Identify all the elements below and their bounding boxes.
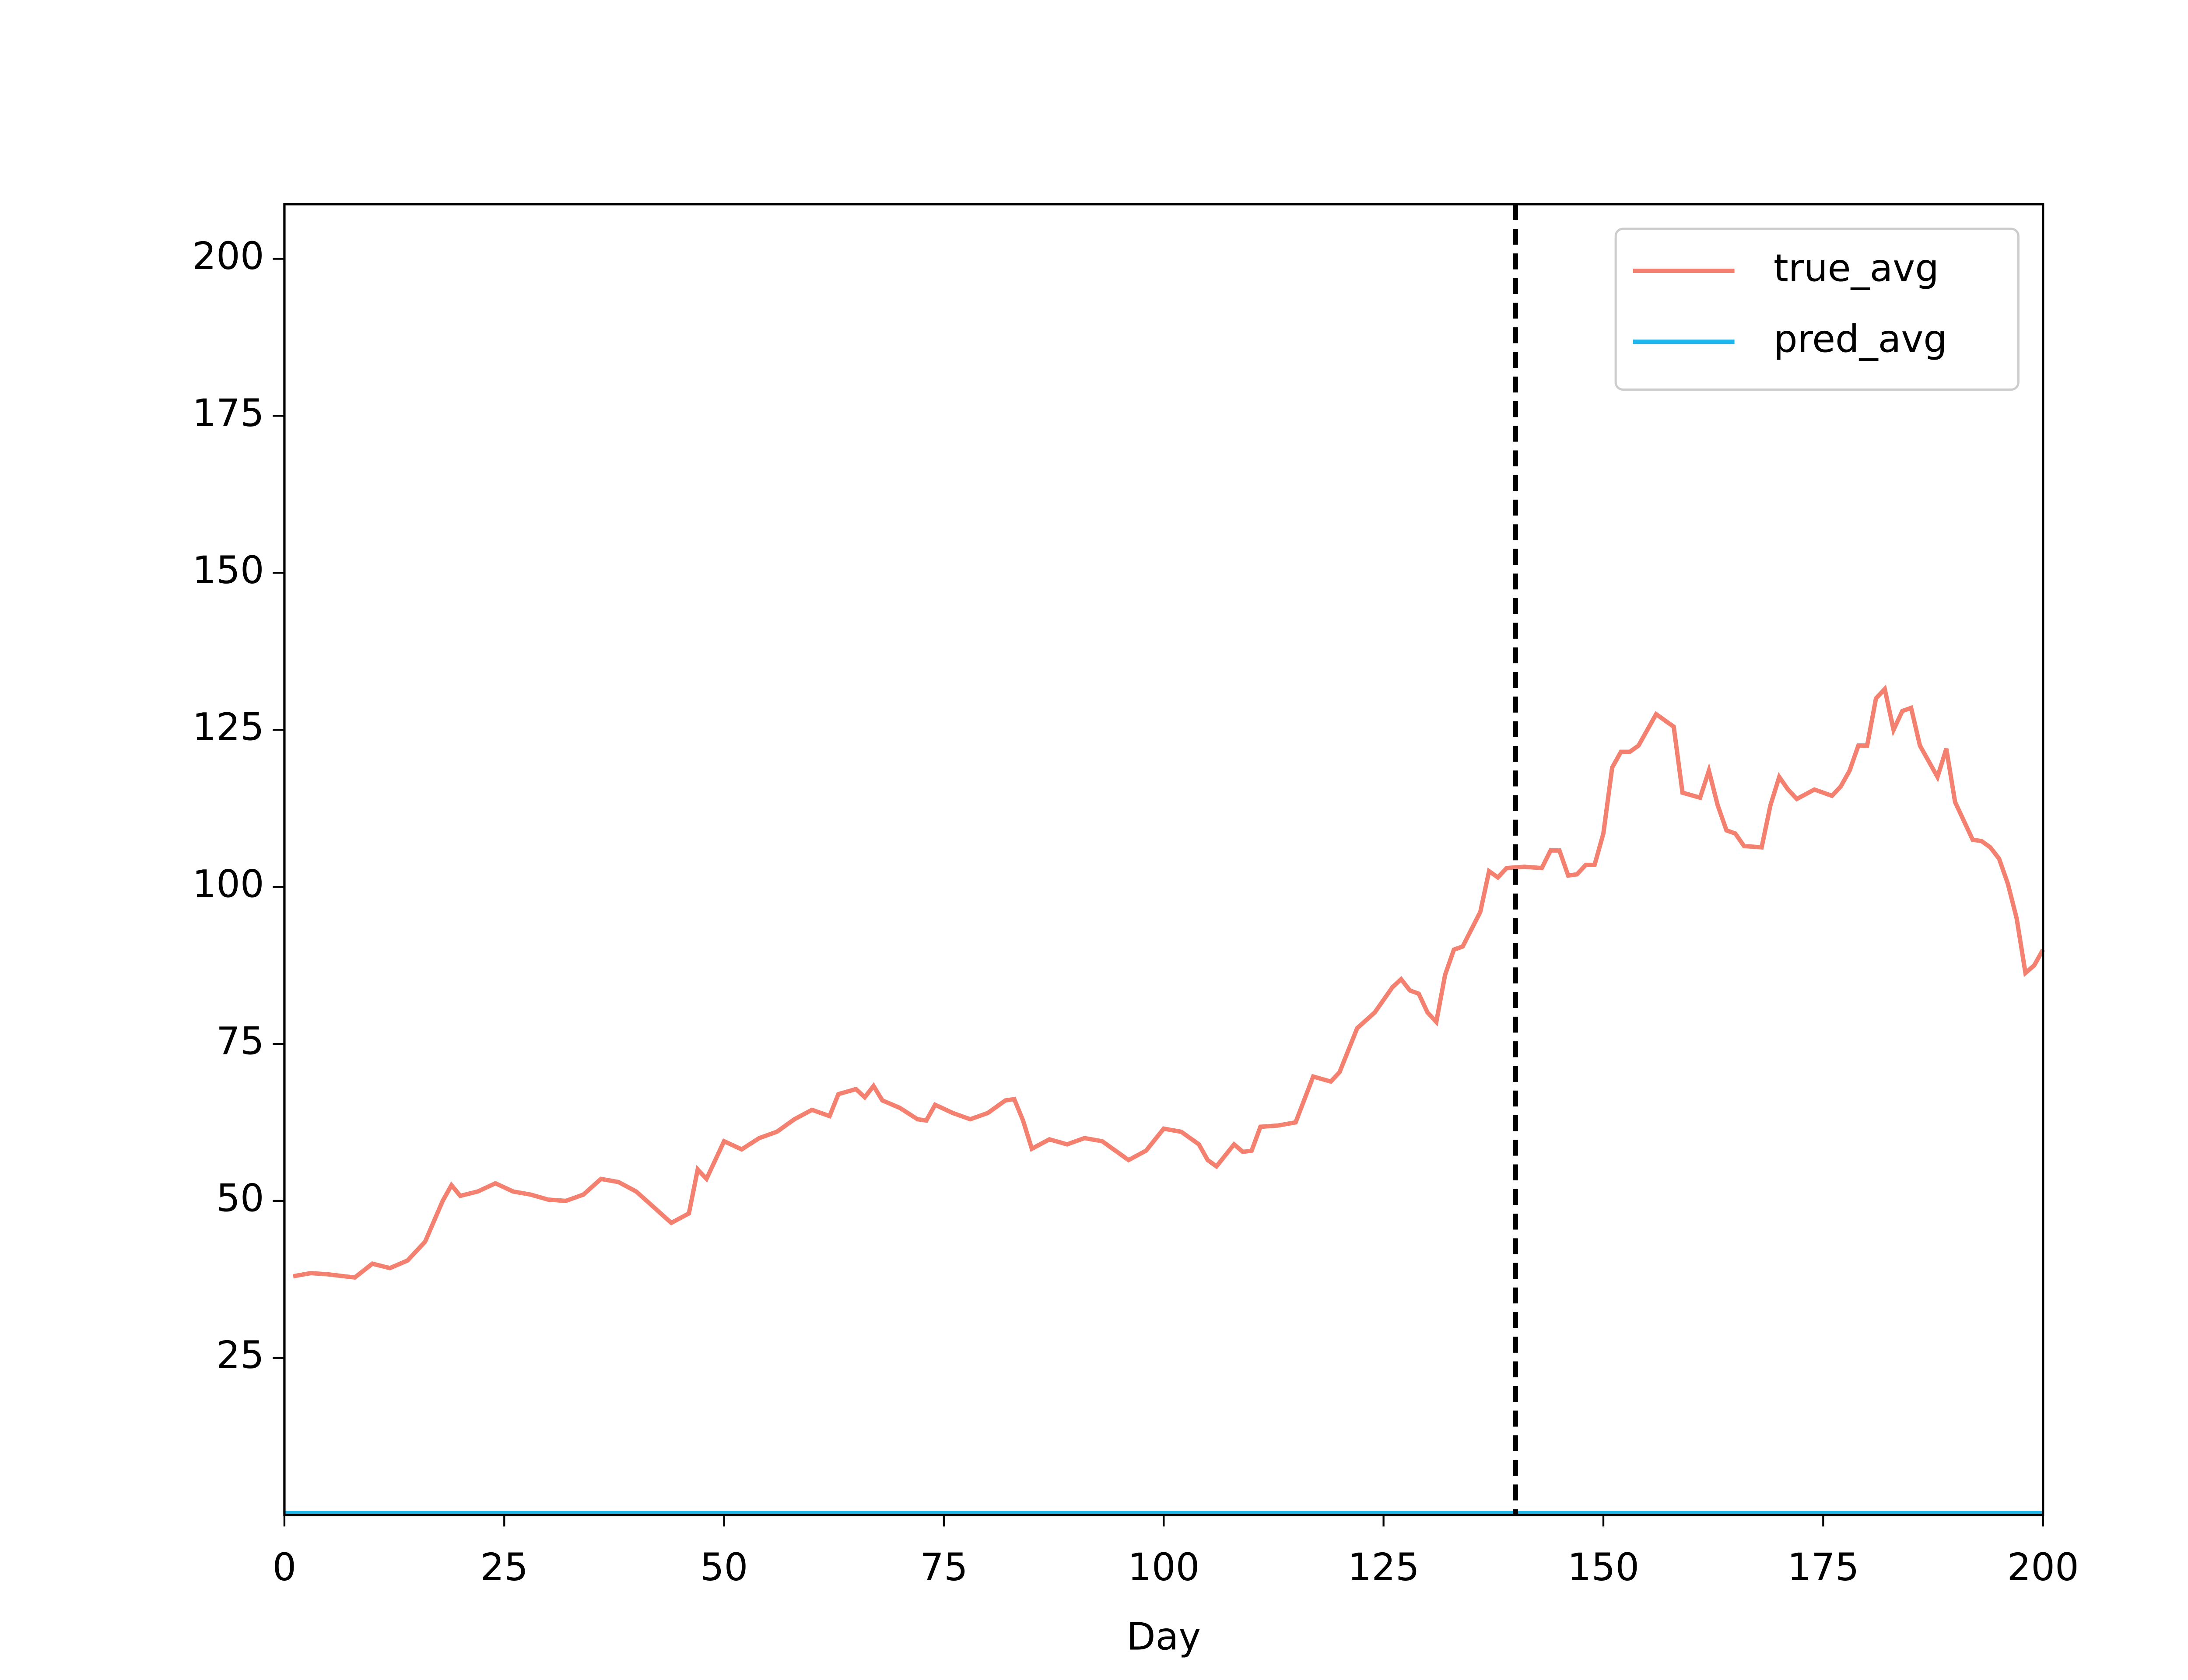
y-tick-label: 200 [192,234,264,278]
x-tick-label: 175 [1787,1546,1859,1589]
x-tick-label: 200 [2007,1546,2079,1589]
y-tick-label: 75 [216,1019,264,1063]
y-tick-label: 125 [192,706,264,749]
y-tick-label: 150 [192,549,264,592]
y-tick-label: 100 [192,863,264,906]
x-tick-label: 100 [1128,1546,1199,1589]
x-tick-label: 25 [480,1546,529,1589]
series-line [293,684,2045,1280]
x-tick-label: 50 [700,1546,748,1589]
y-tick-label: 50 [216,1176,264,1220]
legend-label: pred_avg [1774,318,1947,361]
legend-label: true_avg [1774,246,1939,290]
x-tick-label: 125 [1348,1546,1420,1589]
x-tick-label: 150 [1567,1546,1639,1589]
plot-frame [283,203,2044,1516]
x-tick-label: 0 [273,1546,297,1589]
y-tick-label: 25 [216,1334,264,1377]
x-axis-label: Day [1126,1615,1201,1659]
y-tick-label: 175 [192,392,264,435]
x-tick-label: 75 [920,1546,968,1589]
